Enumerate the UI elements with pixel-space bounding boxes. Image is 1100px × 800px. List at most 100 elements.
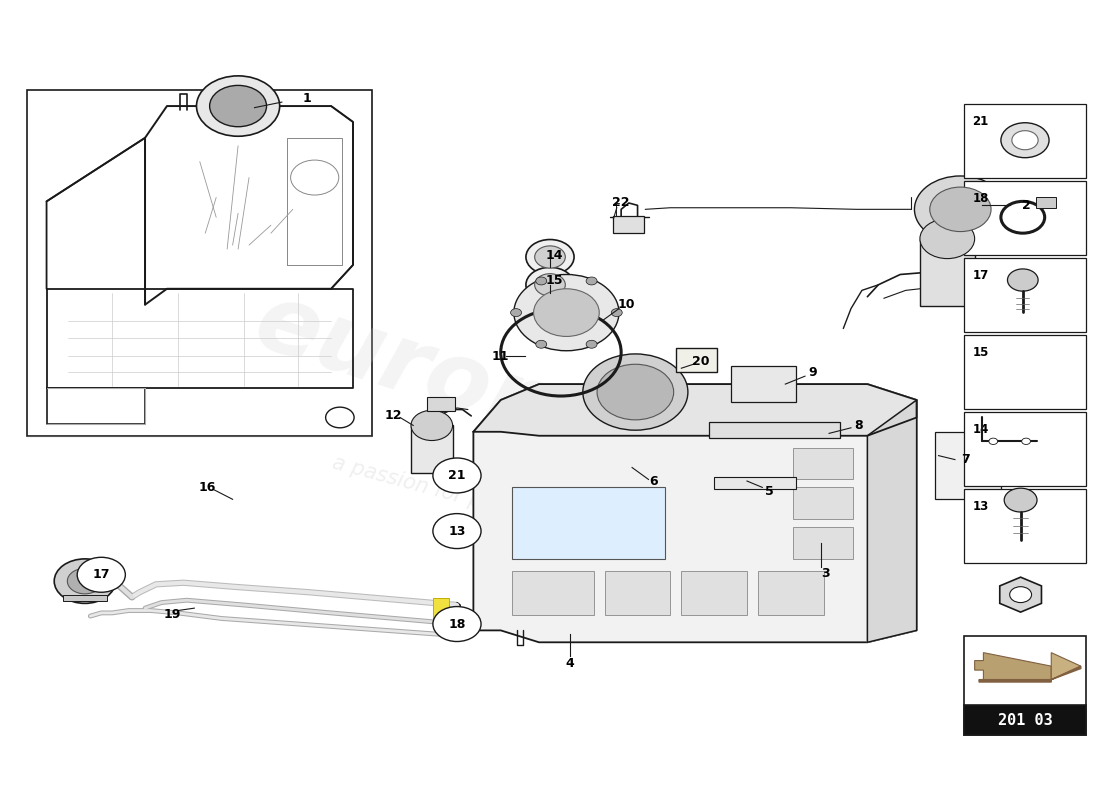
Text: 13: 13	[972, 500, 989, 513]
Bar	[793, 487, 854, 519]
Text: 17: 17	[972, 269, 989, 282]
Circle shape	[536, 340, 547, 348]
Polygon shape	[473, 384, 916, 436]
Circle shape	[77, 558, 125, 592]
Circle shape	[197, 76, 279, 136]
Text: 19: 19	[164, 608, 182, 621]
Text: 18: 18	[449, 618, 465, 630]
Polygon shape	[979, 666, 1081, 682]
Polygon shape	[975, 653, 1052, 680]
Bar	[675, 348, 717, 372]
Circle shape	[586, 277, 597, 285]
Bar	[512, 487, 664, 559]
Text: 14: 14	[546, 249, 563, 262]
Circle shape	[411, 410, 452, 441]
Text: 5: 5	[764, 485, 773, 498]
Bar	[411, 426, 452, 473]
Circle shape	[514, 274, 619, 350]
Text: 2: 2	[1022, 199, 1031, 212]
Circle shape	[1001, 122, 1049, 158]
Circle shape	[510, 309, 521, 317]
Circle shape	[536, 277, 547, 285]
Text: 10: 10	[618, 298, 636, 311]
Circle shape	[1008, 269, 1038, 291]
Text: 12: 12	[385, 410, 403, 422]
Bar	[793, 527, 854, 559]
Circle shape	[535, 246, 565, 268]
Polygon shape	[1052, 653, 1081, 680]
Circle shape	[526, 239, 574, 274]
Text: 21: 21	[972, 114, 989, 128]
Text: 13: 13	[449, 525, 465, 538]
Bar	[964, 181, 1087, 254]
Bar	[920, 238, 975, 306]
Circle shape	[534, 289, 600, 337]
Bar	[1036, 198, 1056, 208]
Text: 18: 18	[972, 192, 989, 205]
Text: a passion for parts since 1995: a passion for parts since 1995	[330, 453, 639, 554]
Circle shape	[326, 407, 354, 428]
Polygon shape	[473, 384, 916, 642]
Text: 1: 1	[302, 92, 311, 105]
Circle shape	[535, 274, 565, 296]
Circle shape	[1012, 130, 1038, 150]
Circle shape	[1022, 438, 1031, 445]
Text: 3: 3	[822, 566, 830, 580]
Text: 22: 22	[613, 197, 630, 210]
Text: 14: 14	[972, 423, 989, 436]
Bar	[964, 104, 1087, 178]
Circle shape	[433, 458, 481, 493]
Circle shape	[586, 340, 597, 348]
Bar	[964, 258, 1087, 332]
Text: 201 03: 201 03	[998, 713, 1053, 728]
Bar	[730, 366, 796, 402]
Circle shape	[210, 86, 266, 126]
Circle shape	[526, 267, 574, 302]
Circle shape	[433, 606, 481, 642]
Text: 11: 11	[492, 350, 509, 363]
Text: 8: 8	[855, 419, 862, 432]
Circle shape	[54, 559, 116, 603]
Text: 9: 9	[808, 366, 817, 378]
Bar	[681, 571, 747, 614]
Text: europarts: europarts	[244, 275, 769, 525]
Bar	[758, 571, 824, 614]
Polygon shape	[1000, 577, 1042, 612]
Circle shape	[930, 187, 991, 231]
Bar	[512, 571, 594, 614]
Text: 15: 15	[972, 346, 989, 359]
Bar	[614, 216, 645, 233]
Bar	[964, 412, 1087, 486]
Text: 20: 20	[692, 355, 710, 368]
Bar	[964, 705, 1087, 735]
Circle shape	[1004, 488, 1037, 512]
Polygon shape	[868, 400, 916, 642]
Text: 16: 16	[199, 481, 216, 494]
Circle shape	[612, 309, 623, 317]
Circle shape	[67, 569, 102, 594]
Bar	[428, 397, 454, 411]
Circle shape	[597, 364, 673, 420]
Circle shape	[433, 514, 481, 549]
Bar	[63, 594, 107, 601]
Text: 15: 15	[546, 274, 563, 287]
Bar	[793, 448, 854, 479]
Text: 6: 6	[650, 474, 658, 487]
Text: 17: 17	[92, 568, 110, 582]
Text: 7: 7	[961, 453, 970, 466]
Circle shape	[914, 176, 1006, 242]
Bar	[605, 571, 670, 614]
Circle shape	[920, 219, 975, 258]
Bar	[964, 335, 1087, 409]
Text: 21: 21	[448, 469, 465, 482]
Bar	[26, 90, 372, 436]
Bar	[964, 636, 1087, 735]
Circle shape	[1010, 586, 1032, 602]
Bar	[708, 422, 840, 438]
Circle shape	[583, 354, 688, 430]
Circle shape	[989, 438, 998, 445]
Bar	[433, 598, 449, 626]
Bar	[935, 432, 1001, 499]
Bar	[964, 489, 1087, 563]
Bar	[714, 477, 796, 489]
